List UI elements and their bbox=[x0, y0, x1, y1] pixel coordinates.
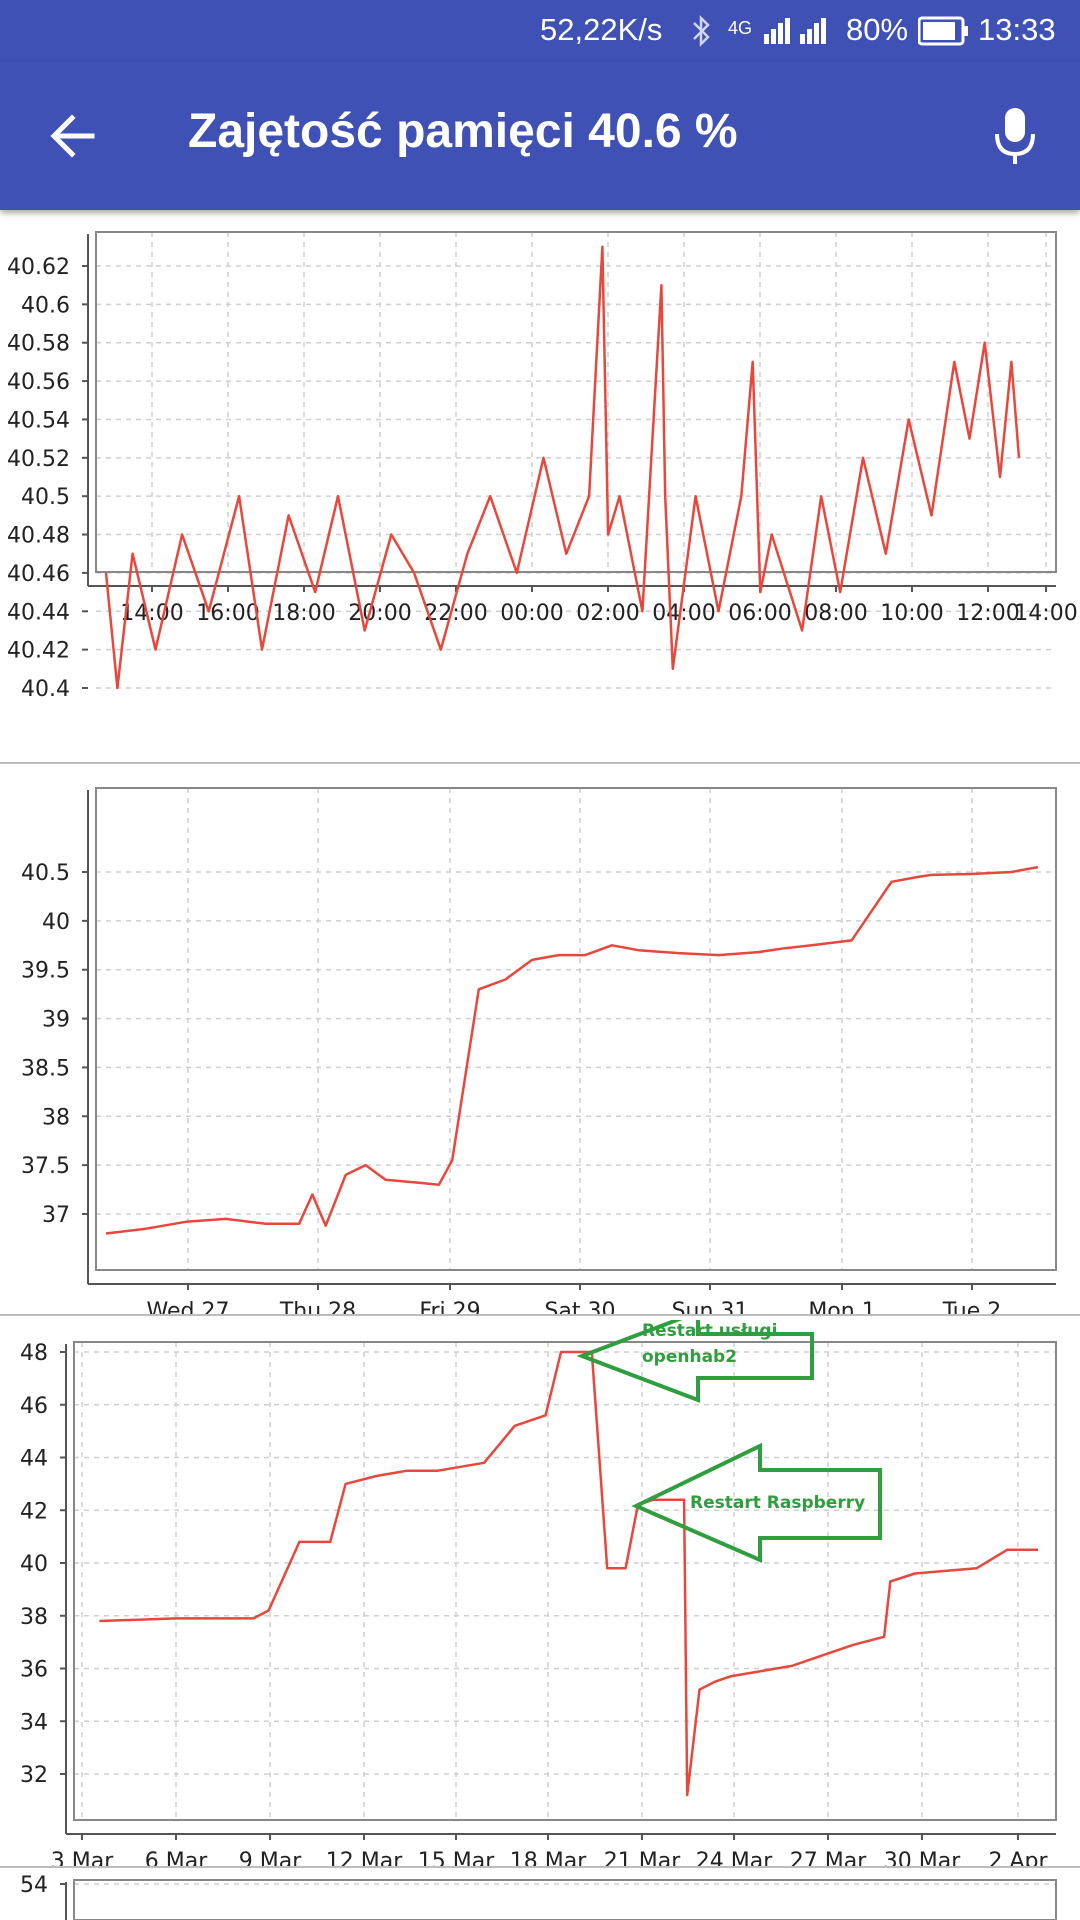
annotation-label: Restart Raspberry bbox=[690, 1493, 865, 1513]
y-tick-label: 37 bbox=[42, 1203, 70, 1228]
y-tick-label: 40.42 bbox=[7, 639, 70, 664]
y-tick-label: 40.58 bbox=[7, 332, 70, 357]
x-tick-label: 15 Mar bbox=[418, 1849, 495, 1866]
memory-chart-year: 54 bbox=[20, 1873, 1057, 1920]
annotation-arrow bbox=[631, 1442, 882, 1564]
y-tick-label: 39.5 bbox=[21, 959, 70, 984]
status-bar: 52,22K/s 4G 80% 13:33 bbox=[0, 0, 1080, 62]
y-tick-label: 40.6 bbox=[21, 293, 70, 318]
memory-chart-day: 40.62 40.6 40.58 40.56 40.54 40.52 40.5 40.48 40… bbox=[7, 231, 1078, 702]
plot-frame bbox=[73, 1879, 1057, 1920]
chart-card-2: 40.5 40 39.5 39 38.5 38 37.5 37 Wed 27 Thu 28 Fri … bbox=[0, 768, 1080, 1314]
x-tick-label: 18:00 bbox=[272, 601, 335, 626]
y-tick-label: 54 bbox=[20, 1873, 48, 1898]
signal-icon bbox=[764, 16, 828, 54]
x-tick-label: Wed 27 bbox=[147, 1299, 230, 1314]
y-tick-label: 40.48 bbox=[7, 524, 70, 549]
y-tick-label: 38.5 bbox=[21, 1056, 70, 1081]
x-tick-label: 08:00 bbox=[804, 601, 867, 626]
x-tick-label: 00:00 bbox=[500, 601, 563, 626]
y-tick-label: 40.52 bbox=[7, 447, 70, 472]
x-tick-label: 04:00 bbox=[652, 601, 715, 626]
y-tick-label: 32 bbox=[20, 1763, 48, 1788]
divider bbox=[0, 1314, 1080, 1316]
y-tick-label: 46 bbox=[20, 1394, 48, 1419]
y-tick-label: 40.4 bbox=[21, 677, 70, 702]
y-tick-label: 42 bbox=[20, 1499, 48, 1524]
x-tick-label: 12 Mar bbox=[326, 1849, 403, 1866]
page-title: Zajętość pamięci 40.6 % bbox=[188, 105, 738, 158]
clock: 13:33 bbox=[978, 12, 1056, 47]
x-tick-label: 21 Mar bbox=[604, 1849, 681, 1866]
x-tick-label: 14:00 bbox=[120, 601, 183, 626]
y-tick-label: 40.5 bbox=[21, 861, 70, 886]
memory-chart-month: 48 46 44 42 40 38 36 34 32 3 Mar 6 Mar 9 Mar 12 Mar 1… bbox=[20, 1320, 1057, 1866]
grid bbox=[74, 1342, 1056, 1820]
x-tick-label: 22:00 bbox=[424, 601, 487, 626]
plot-frame bbox=[73, 1341, 1057, 1821]
x-tick-label: Tue 2 bbox=[942, 1299, 1002, 1314]
y-tick-label: 40.5 bbox=[21, 485, 70, 510]
y-tick-label: 40.54 bbox=[7, 408, 70, 433]
y-tick-label: 38 bbox=[20, 1605, 48, 1630]
x-tick-label: 3 Mar bbox=[51, 1849, 114, 1866]
x-tick-label: 2 Apr bbox=[988, 1849, 1048, 1866]
x-tick-label: 30 Mar bbox=[884, 1849, 961, 1866]
x-tick-label: Fri 29 bbox=[419, 1299, 480, 1314]
y-tick-label: 40.46 bbox=[7, 562, 70, 587]
y-tick-label: 40.44 bbox=[7, 600, 70, 625]
plot-frame bbox=[95, 787, 1057, 1271]
y-tick-label: 39 bbox=[42, 1008, 70, 1033]
network-type: 4G bbox=[728, 18, 753, 38]
memory-chart-week: 40.5 40 39.5 39 38.5 38 37.5 37 Wed 27 Thu 28 Fri … bbox=[21, 787, 1057, 1314]
x-tick-label: Thu 28 bbox=[279, 1299, 356, 1314]
x-tick-label: 06:00 bbox=[728, 601, 791, 626]
y-tick-label: 34 bbox=[20, 1710, 48, 1735]
x-tick-label: 14:00 bbox=[1014, 601, 1077, 626]
arrow-back-icon[interactable] bbox=[46, 108, 102, 164]
bluetooth-icon bbox=[688, 14, 716, 56]
y-tick-label: 40 bbox=[42, 910, 70, 935]
x-tick-label: 24 Mar bbox=[696, 1849, 773, 1866]
grid bbox=[96, 788, 1056, 1270]
annotation-arrow bbox=[576, 1320, 814, 1403]
plot-frame bbox=[95, 231, 1057, 573]
x-tick-label: Sun 31 bbox=[672, 1299, 749, 1314]
y-tick-label: 48 bbox=[20, 1341, 48, 1366]
y-tick-label: 40 bbox=[20, 1552, 48, 1577]
x-tick-label: 10:00 bbox=[880, 601, 943, 626]
x-tick-label: 02:00 bbox=[576, 601, 639, 626]
series-line bbox=[105, 865, 1039, 1235]
x-tick-label: 18 Mar bbox=[510, 1849, 587, 1866]
y-tick-label: 38 bbox=[42, 1105, 70, 1130]
battery-icon bbox=[917, 16, 970, 54]
x-tick-label: 20:00 bbox=[348, 601, 411, 626]
y-tick-label: 36 bbox=[20, 1658, 48, 1683]
x-tick-label: Mon 1 bbox=[808, 1299, 875, 1314]
divider bbox=[0, 762, 1080, 764]
series-line bbox=[99, 1350, 1038, 1797]
x-tick-label: 6 Mar bbox=[145, 1849, 208, 1866]
chart-card-4: 54 bbox=[0, 1870, 1080, 1920]
y-tick-label: 44 bbox=[20, 1447, 48, 1472]
annotation-label: openhab2 bbox=[642, 1347, 737, 1367]
x-tick-label: 9 Mar bbox=[239, 1849, 302, 1866]
x-tick-label: Sat 30 bbox=[544, 1299, 615, 1314]
app-bar: Zajętość pamięci 40.6 % bbox=[0, 62, 1080, 210]
divider bbox=[0, 1866, 1080, 1868]
y-tick-label: 37.5 bbox=[21, 1154, 70, 1179]
series-line bbox=[104, 245, 1021, 690]
network-speed: 52,22K/s bbox=[540, 12, 663, 47]
chart-card-3: 48 46 44 42 40 38 36 34 32 3 Mar 6 Mar 9 Mar 12 Mar 1… bbox=[0, 1320, 1080, 1866]
x-tick-label: 27 Mar bbox=[790, 1849, 867, 1866]
mic-icon[interactable] bbox=[990, 104, 1040, 168]
chart-card-1: 40.62 40.6 40.58 40.56 40.54 40.52 40.5 40.48 40… bbox=[0, 214, 1080, 762]
annotation-label: Restart usługi bbox=[642, 1321, 777, 1341]
y-tick-label: 40.56 bbox=[7, 370, 70, 395]
battery-percent: 80% bbox=[846, 12, 909, 47]
x-tick-label: 12:00 bbox=[956, 601, 1019, 626]
y-tick-label: 40.62 bbox=[7, 255, 70, 280]
